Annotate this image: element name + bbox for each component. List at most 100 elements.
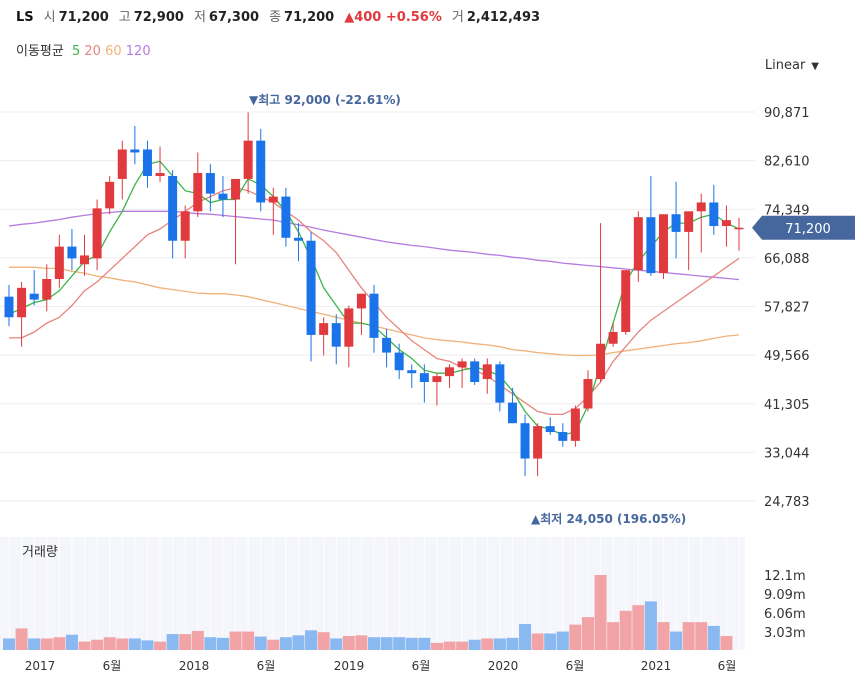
volume-bar (695, 622, 708, 650)
scale-dropdown[interactable]: Linear ▼ (765, 58, 819, 73)
candle (445, 364, 455, 388)
chevron-down-icon: ▼ (811, 61, 819, 72)
candle (558, 423, 568, 447)
volume-bar (644, 601, 657, 650)
volume-bar (720, 635, 733, 650)
y-tick-label: 90,871 (764, 106, 810, 121)
last-price-label: 71,200 (785, 222, 831, 237)
candle-body (218, 193, 228, 200)
volume-bar (619, 610, 632, 650)
candle (29, 270, 39, 306)
candle (570, 405, 580, 447)
volume-bar (468, 639, 481, 650)
volume-bar (254, 636, 267, 650)
volume-bar (229, 631, 242, 650)
candle (596, 223, 606, 383)
volume-bar (78, 641, 91, 650)
candle-body (671, 214, 681, 232)
volume-bar (670, 631, 683, 650)
moving-average-legend[interactable]: 이동평균 5 20 60 120 (16, 40, 151, 59)
volume-bar (556, 631, 569, 650)
candle-body (331, 323, 341, 347)
volume-bar (519, 624, 532, 650)
candle (4, 284, 14, 327)
scale-dropdown-label: Linear (764, 58, 806, 73)
candle-body (608, 331, 618, 344)
volume-total: 거 2,412,493 (451, 10, 541, 25)
candle (721, 205, 731, 247)
candle-body (382, 337, 392, 353)
candle-body (684, 211, 694, 232)
high-price: 고 72,900 (118, 10, 184, 25)
volume-bar (28, 638, 41, 650)
volume-bar (405, 637, 418, 650)
candle (684, 211, 694, 271)
volume-bar (53, 637, 66, 650)
volume-bar (279, 637, 292, 650)
candle (117, 140, 127, 200)
volume-bar (569, 624, 582, 650)
volume-bar (103, 637, 116, 650)
candle (356, 293, 366, 335)
volume-bar (594, 575, 607, 650)
volume-bar (216, 637, 229, 650)
candle-body (696, 202, 706, 212)
candle-body (205, 173, 215, 194)
candle-body (155, 173, 165, 176)
candle (482, 358, 492, 394)
candle-body (256, 140, 266, 203)
x-tick-label: 2019 (334, 659, 365, 673)
candle (168, 170, 178, 259)
y-tick-label: 82,610 (764, 155, 810, 170)
y-tick-label: 33,044 (764, 446, 810, 461)
candle-body (42, 278, 52, 300)
candle-body (721, 220, 731, 227)
volume-bar (581, 617, 594, 650)
volume-bar (116, 638, 129, 650)
volume-bar (544, 633, 557, 650)
candle (243, 112, 253, 194)
candle-body (293, 237, 303, 241)
volume-bar (418, 637, 431, 650)
x-tick-label: 2018 (179, 659, 210, 673)
x-tick-label: 6월 (566, 659, 585, 673)
candle-body (306, 240, 316, 335)
ma120-label: 120 (125, 44, 151, 59)
candle-body (168, 175, 178, 241)
ma-legend-title: 이동평균 (16, 44, 64, 59)
volume-bar (393, 637, 406, 650)
candle (646, 175, 656, 277)
candle (432, 373, 442, 406)
candle (54, 234, 64, 288)
candle (256, 128, 266, 212)
candle-body (369, 293, 379, 338)
candle-body (193, 173, 203, 212)
ma5-label: 5 (71, 44, 81, 59)
volume-bar (380, 637, 393, 650)
volume-bar (166, 634, 179, 650)
candle-body (105, 181, 115, 209)
candle-body (142, 149, 152, 176)
candle-body (356, 293, 366, 309)
candle-body (117, 149, 127, 179)
x-tick-label: 2021 (641, 659, 672, 673)
ma60-label: 60 (105, 44, 122, 59)
candle-body (457, 361, 467, 368)
quote-header: LS 시 71,200 고 72,900 저 67,300 종 71,200 ▲400 … (16, 6, 540, 25)
volume-bar (40, 638, 53, 650)
candle-body (495, 364, 505, 403)
candle-body (658, 214, 668, 274)
candle (92, 199, 102, 271)
candle (42, 264, 52, 312)
y-tick-label: 57,827 (764, 301, 810, 316)
candle (281, 187, 291, 247)
candle (658, 214, 668, 279)
low-price: 저 67,300 (193, 10, 260, 25)
candle-body (231, 178, 241, 200)
volume-bar (368, 637, 380, 650)
y-tick-label: 49,566 (764, 349, 810, 364)
candle (344, 305, 354, 368)
volume-bar (292, 635, 305, 650)
candle (382, 329, 392, 368)
